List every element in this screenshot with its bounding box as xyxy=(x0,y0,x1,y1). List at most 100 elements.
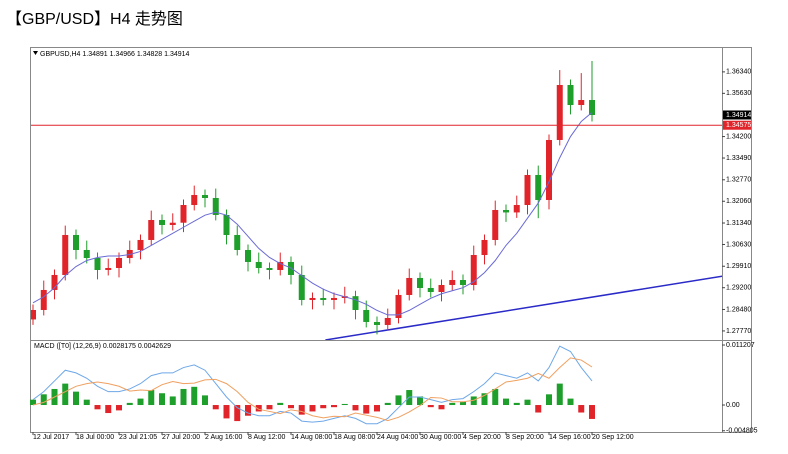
candle-body xyxy=(535,174,542,200)
y-tick-label: 1.36340 xyxy=(726,69,751,76)
histogram-bar xyxy=(105,405,112,414)
candle-body xyxy=(567,84,574,106)
candle-body xyxy=(73,234,79,250)
histogram-bar xyxy=(363,405,370,414)
histogram-bar xyxy=(277,402,284,406)
panel-title: MACD ([T0] (12,26,9) 0.0028175 0.0042629 xyxy=(34,343,171,350)
x-tick-label: 2 Aug 16:00 xyxy=(205,434,242,441)
title-marker xyxy=(33,51,38,55)
y-tick-label: 1.27770 xyxy=(726,328,751,335)
trend-line xyxy=(325,275,722,340)
level-price-label: 1.34575 xyxy=(726,122,751,129)
candle-body xyxy=(492,209,499,240)
candle-body xyxy=(212,197,219,215)
macd-line xyxy=(32,357,593,422)
y-tick-label: 1.31340 xyxy=(726,220,751,227)
candle-body xyxy=(137,239,144,250)
histogram-bar xyxy=(40,394,47,406)
y-tick-label: 1.28480 xyxy=(726,306,751,313)
y-tick-label: 1.30630 xyxy=(726,241,751,248)
histogram-bar xyxy=(524,399,531,406)
candle-body xyxy=(191,194,198,206)
y-tick-label: 1.34200 xyxy=(726,133,751,140)
candle-body xyxy=(524,174,531,206)
x-tick-label: 8 Sep 20:00 xyxy=(506,434,544,441)
histogram-bar xyxy=(427,405,434,408)
candle-body xyxy=(245,249,251,262)
candle-body xyxy=(503,209,509,213)
histogram-bar xyxy=(169,396,176,406)
histogram-bar xyxy=(126,402,133,406)
histogram-bar xyxy=(73,391,79,406)
histogram-bar xyxy=(191,386,198,406)
candle-body xyxy=(51,274,58,290)
histogram-bar xyxy=(116,405,122,411)
candle-body xyxy=(384,317,391,325)
candle-body xyxy=(159,219,165,225)
histogram-bar xyxy=(460,401,466,406)
chart-title: GBPUSD,H4 1.34891 1.34966 1.34828 1.3491… xyxy=(40,51,190,58)
candle-body xyxy=(169,222,176,225)
candle-body xyxy=(62,234,69,275)
candle-body xyxy=(449,279,456,285)
candle-body xyxy=(352,296,359,310)
histogram-bar xyxy=(180,388,187,406)
candle-body xyxy=(460,279,466,285)
histogram-bar xyxy=(266,405,273,410)
x-tick-label: 14 Aug 08:00 xyxy=(291,434,332,441)
candle-body xyxy=(234,234,241,250)
y-tick-label: 1.35630 xyxy=(726,90,751,97)
plot-area xyxy=(31,60,722,340)
candle-body xyxy=(105,267,112,270)
x-tick-label: 18 Aug 08:00 xyxy=(334,434,375,441)
candle-body xyxy=(309,297,316,300)
candle-body xyxy=(546,139,552,200)
histogram-bar xyxy=(503,398,509,406)
candle-body xyxy=(331,297,337,300)
candle-body xyxy=(298,274,305,300)
candle-body xyxy=(374,321,380,325)
candle-body xyxy=(395,294,402,318)
candle-body xyxy=(556,84,563,140)
candle-body xyxy=(148,219,155,240)
histogram-bar xyxy=(298,405,305,415)
histogram-bar xyxy=(255,405,262,412)
candle-body xyxy=(255,261,262,268)
histogram-bar xyxy=(159,393,165,406)
histogram-bar xyxy=(83,399,90,406)
x-tick-label: 4 Sep 20:00 xyxy=(463,434,501,441)
histogram-bar xyxy=(94,405,101,410)
candle-body xyxy=(417,277,423,288)
candle-body xyxy=(83,249,90,258)
histogram-bar xyxy=(438,405,445,410)
candle-body xyxy=(406,277,413,295)
candle-body xyxy=(363,309,370,322)
histogram-bar xyxy=(352,405,359,411)
candle-body xyxy=(94,257,101,270)
histogram-bar xyxy=(567,398,574,406)
histogram-bar xyxy=(470,396,477,406)
histogram-bar xyxy=(223,405,230,419)
y-tick-label: 0.011207 xyxy=(726,342,755,349)
y-tick-label: 1.29200 xyxy=(726,285,751,292)
histogram-bar xyxy=(578,405,585,413)
histogram-bar xyxy=(492,388,499,406)
candle-body xyxy=(277,261,284,270)
y-tick-label: 1.32770 xyxy=(726,177,751,184)
histogram-bar xyxy=(234,405,241,422)
y-tick-label: 1.33490 xyxy=(726,155,751,162)
x-tick-label: 23 Jul 21:05 xyxy=(119,434,157,441)
histogram-bar xyxy=(417,396,423,406)
candle-body xyxy=(266,267,273,270)
histogram-bar xyxy=(341,403,348,406)
x-tick-label: 24 Aug 04:00 xyxy=(377,434,418,441)
histogram-bar xyxy=(62,383,69,406)
histogram-bar xyxy=(148,390,155,406)
y-tick-label: 1.29910 xyxy=(726,263,751,270)
candle-body xyxy=(116,257,122,268)
histogram-bar xyxy=(556,383,563,406)
histogram-bar xyxy=(30,399,36,406)
histogram-bar xyxy=(212,405,219,410)
